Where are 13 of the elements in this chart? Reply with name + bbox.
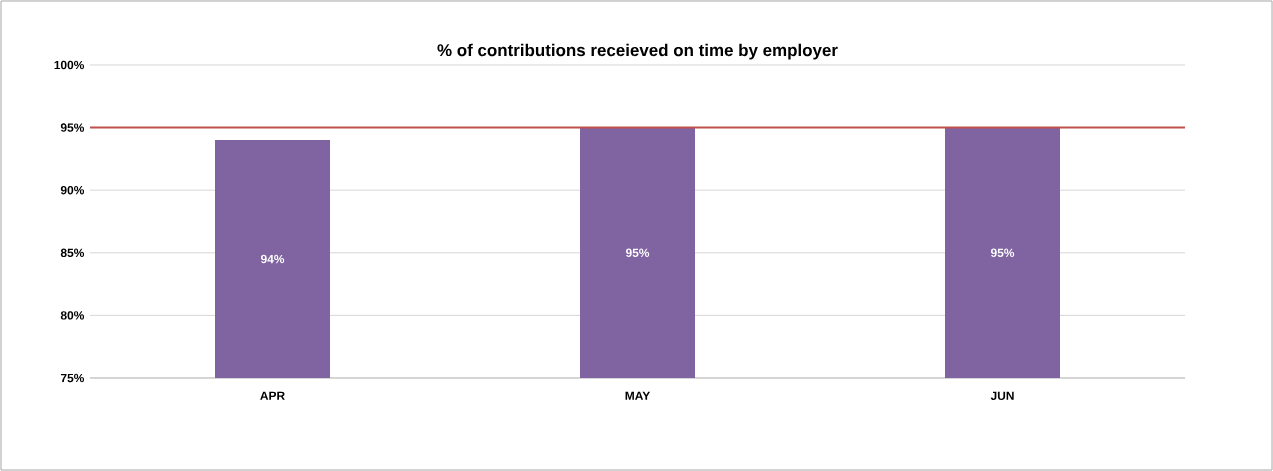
x-tick-label: MAY [625,391,651,400]
y-tick-label: 100% [54,60,85,70]
data-label: 95% [990,248,1015,258]
y-tick-label: 85% [60,248,85,258]
y-tick-label: 80% [60,311,85,320]
x-tick-label: JUN [990,391,1014,400]
y-tick-label: 75% [60,373,85,383]
x-tick-label: APR [260,391,285,400]
y-tick-label: 90% [60,185,85,195]
chart-title: % of contributions receieved on time by employer [437,43,838,60]
data-label: 95% [625,248,650,258]
y-tick-label: 95% [60,123,85,132]
data-label: 94% [260,254,285,264]
